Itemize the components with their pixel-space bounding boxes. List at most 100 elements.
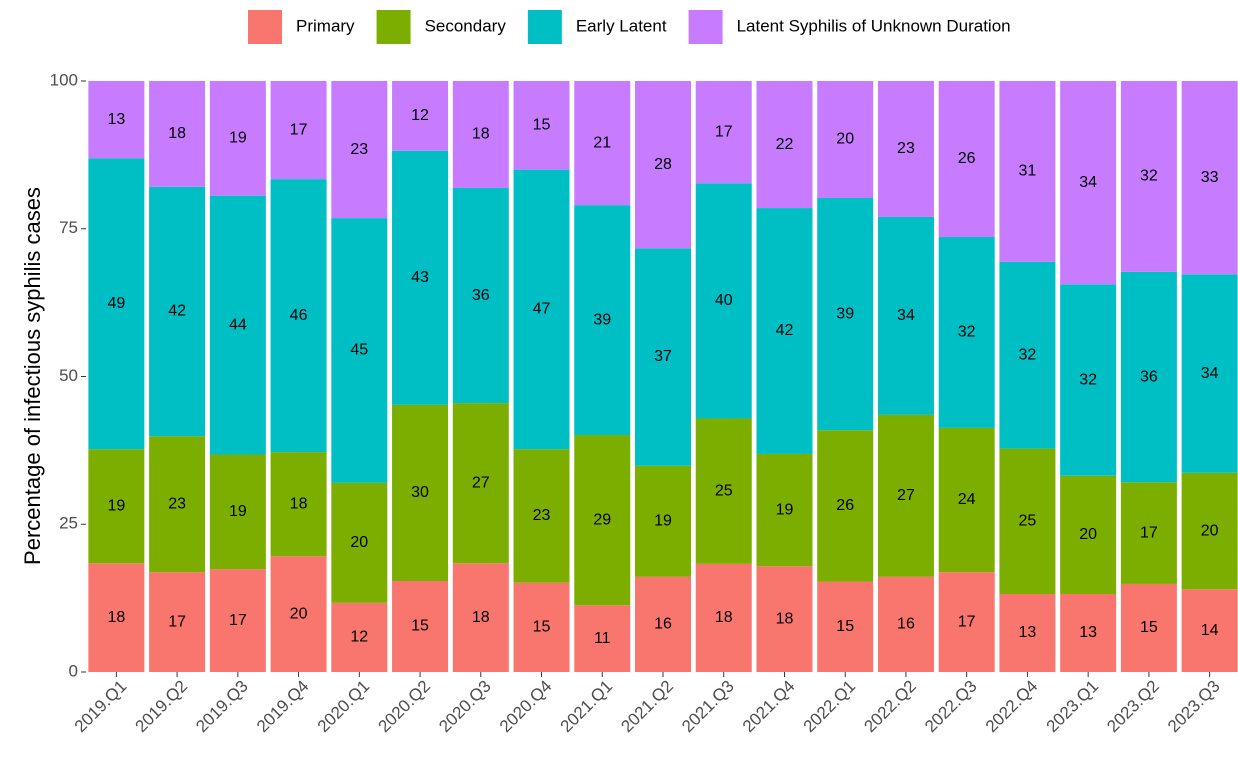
x-tick-label: 2019.Q3 [192,677,252,737]
data-label: 49 [107,295,125,312]
data-label: 23 [350,141,368,158]
bar-segment [695,183,752,419]
x-tick-label: 2019.Q1 [71,677,131,737]
data-label: 11 [594,630,611,647]
bar-segment [574,205,631,436]
bar-segment [1060,81,1117,285]
bar-segment [1120,81,1177,272]
data-label: 34 [897,307,915,324]
bar-segment [756,208,813,454]
data-label: 20 [1201,522,1219,539]
bar-segment [1120,583,1177,672]
legend-label: Early Latent [576,16,667,35]
x-tick-label: 2022.Q1 [800,677,860,737]
data-label: 25 [715,482,733,499]
data-label: 18 [715,609,733,626]
data-label: 45 [350,342,368,359]
bar-segment [209,569,266,672]
data-label: 18 [107,609,125,626]
bar-segment [452,81,509,188]
x-tick-label: 2023.Q2 [1103,677,1163,737]
bar-segment [877,216,934,415]
bar-segment [513,81,570,170]
legend-swatch [688,10,723,44]
bar-segment [635,465,691,577]
data-label: 20 [836,131,854,148]
data-label: 26 [958,150,976,167]
legend-swatch [527,10,562,44]
bar-segment [88,449,145,564]
data-label: 28 [654,156,672,173]
data-label: 20 [350,534,368,551]
x-tick-label: 2022.Q3 [921,677,981,737]
bar-segment [149,186,206,437]
bar-segment [999,81,1056,262]
x-tick-label: 2020.Q3 [435,677,495,737]
data-label: 12 [350,629,368,646]
bar-segment [756,566,813,672]
bar-segment [817,198,874,431]
bar-segment [999,593,1056,672]
data-label: 46 [290,307,308,324]
legend-label: Latent Syphilis of Unknown Duration [737,16,1011,35]
data-label: 13 [1019,624,1037,641]
data-label: 18 [776,610,794,627]
data-label: 27 [897,487,915,504]
bar-segment [331,482,388,603]
x-tick-label: 2021.Q4 [739,677,799,737]
data-label: 19 [107,497,125,514]
bar-segment [695,81,752,184]
data-label: 17 [715,123,733,140]
data-label: 36 [1140,368,1158,385]
bar-segment [149,436,206,573]
data-label: 36 [472,287,490,304]
y-tick-label: 25 [59,514,78,533]
data-label: 23 [897,140,915,157]
data-label: 15 [836,618,854,635]
bar-segment [938,81,995,238]
data-label: 21 [593,134,611,151]
bar-segment [695,563,752,672]
y-tick-label: 50 [59,366,78,385]
data-label: 47 [533,301,551,318]
data-label: 39 [593,311,611,328]
data-label: 18 [168,125,186,142]
bar-segment [1060,284,1117,476]
bar-segment [149,572,206,672]
bar-segment [574,435,631,606]
data-label: 37 [654,348,672,365]
bar-segment [1181,589,1238,672]
data-label: 19 [229,130,247,147]
bar-segment [513,449,570,583]
bar-segment [270,452,327,557]
data-label: 19 [654,513,672,530]
bar-segment [574,81,631,206]
data-label: 42 [168,303,186,320]
data-label: 18 [472,609,490,626]
data-label: 15 [411,618,429,635]
x-tick-label: 2020.Q4 [496,677,556,737]
data-label: 12 [411,107,429,124]
x-tick-label: 2021.Q3 [678,677,738,737]
data-label: 31 [1019,163,1037,180]
data-label: 44 [229,316,247,333]
x-tick-label: 2020.Q2 [374,677,434,737]
legend-swatch [376,10,411,44]
bar-segment [149,81,206,187]
data-label: 20 [290,605,308,622]
bar-segment [209,195,266,455]
x-tick-label: 2020.Q1 [314,677,374,737]
data-label: 24 [958,491,976,508]
bar-segment [877,576,934,672]
bar-segment [756,453,813,567]
data-label: 18 [290,495,308,512]
bar-segment [817,430,874,582]
data-label: 15 [533,619,551,636]
data-label: 33 [1201,169,1219,186]
data-label: 13 [1079,624,1097,641]
data-label: 32 [1140,168,1158,185]
data-label: 40 [715,292,733,309]
data-label: 17 [290,121,308,138]
bar-segment [938,427,995,573]
